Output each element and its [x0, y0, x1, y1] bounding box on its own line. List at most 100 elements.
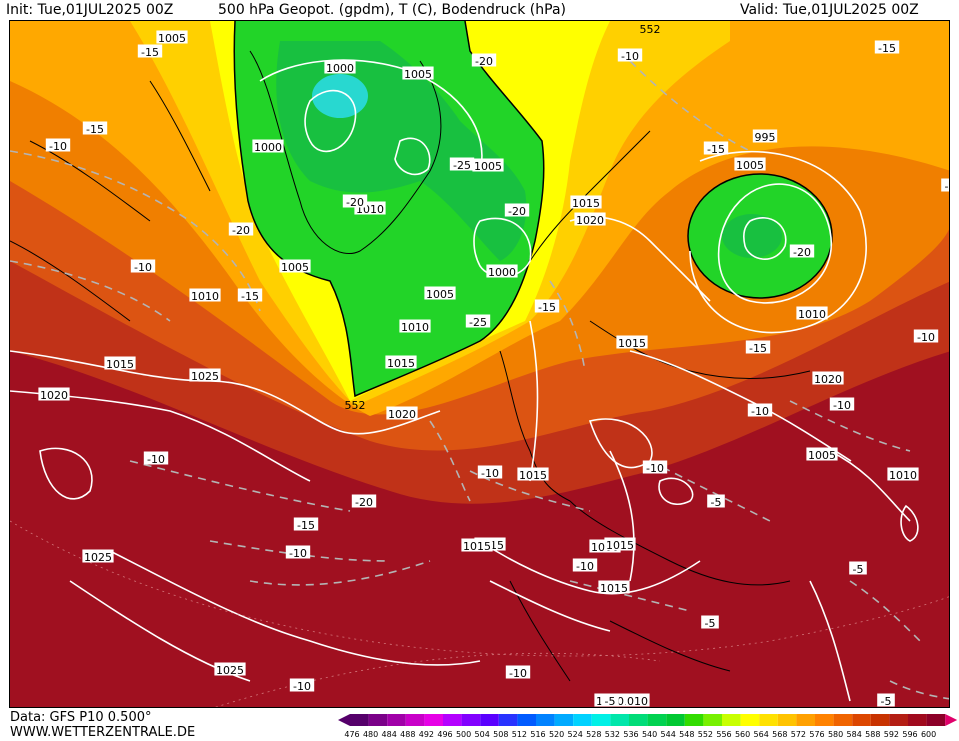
scale-tick-label: 484 — [382, 730, 397, 739]
isotherm-label-box — [617, 48, 643, 62]
scale-swatch — [461, 714, 481, 726]
isobar-label-box — [734, 157, 766, 171]
isobar-label: 1005 — [281, 261, 309, 274]
map-canvas: 1005 1000 1005 1000 1005 1010 1005 1000 1005 1010… — [10, 21, 950, 708]
scale-swatch — [926, 714, 946, 726]
isotherm-label: -10 — [293, 680, 311, 693]
isotherm-label: -15 — [749, 342, 767, 355]
scale-swatch — [536, 714, 555, 726]
isotherm-label: -15 — [241, 290, 259, 303]
scale-swatch — [684, 714, 704, 726]
isobar-label: 1020 — [576, 214, 604, 227]
isotherm-label: -5 — [853, 563, 864, 576]
scale-right-arrow — [945, 714, 958, 726]
isobar-label-box — [472, 158, 504, 172]
temperature-labels: -15 -15 -10 -20 -25 -20 -20 -10 -15 -10 -15 -20 -25 -… — [45, 40, 950, 708]
isobar-label-box — [82, 549, 114, 563]
isotherm-label-box — [45, 138, 71, 152]
height-contour-label: 552 — [345, 399, 366, 412]
field-green-low-inner — [722, 214, 782, 258]
height-labels: 552 552 — [345, 23, 661, 412]
scale-swatch — [591, 714, 611, 726]
isotherm-label: -5 — [705, 617, 716, 630]
isobar-label: 1015 — [387, 357, 415, 370]
isotherm-label: -20 — [475, 55, 493, 68]
isotherm-label: -10 — [621, 50, 639, 63]
isotherm-label-box — [642, 460, 668, 474]
isotherm-label: -10 — [134, 261, 152, 274]
isobar-label-box — [461, 538, 493, 552]
valid-label: Valid: Tue,01JUL2025 00Z — [740, 2, 919, 18]
isotherm-label-box — [449, 157, 475, 171]
isobar-label-box — [616, 335, 648, 349]
isotherm-label: -15 — [878, 42, 896, 55]
isobar-label: 1005 — [474, 160, 502, 173]
scale-swatch — [498, 714, 518, 726]
field-cyan-core — [312, 74, 368, 118]
scale-tick-label: 524 — [568, 730, 583, 739]
isotherm-label-box — [289, 678, 315, 692]
isobar-label: 1000 — [254, 141, 282, 154]
isotherm-label: -20 — [232, 224, 250, 237]
isotherm-label: -15 — [707, 143, 725, 156]
isobar-label: 1015 — [600, 582, 628, 595]
scale-tick-label: 500 — [456, 730, 471, 739]
isotherm-label-box — [504, 203, 530, 217]
scale-swatch — [424, 714, 443, 726]
scale-tick-label: 560 — [735, 730, 750, 739]
isotherm-label: -5 — [711, 496, 722, 509]
color-scale: 476 480 484 488 492 496 500 504 508 512 516 520 524 5… — [338, 714, 958, 739]
scale-tick-label: 596 — [902, 730, 917, 739]
scale-swatch — [870, 714, 890, 726]
scale-tick-label: 528 — [586, 730, 601, 739]
isobar-label: 1000 — [488, 266, 516, 279]
isobar-label-box — [796, 306, 828, 320]
isotherm-label-box — [137, 44, 163, 58]
isotherm-label: -20 — [355, 496, 373, 509]
isobar-label-box — [424, 286, 456, 300]
weather-map: 1005 1000 1005 1000 1005 1010 1005 1000 1005 1010… — [9, 20, 950, 708]
scale-swatch — [368, 714, 388, 726]
isotherm-label: -10 — [751, 405, 769, 418]
isotherm-label-box — [505, 665, 531, 679]
scale-swatch — [350, 714, 369, 726]
isotherm-label-box — [601, 693, 619, 707]
isotherm-label: -10 — [509, 667, 527, 680]
isotherm-label: -5 — [605, 695, 616, 708]
isotherm-label-box — [941, 178, 949, 192]
isotherm-label-box — [707, 494, 725, 508]
isobar-label: 1010 — [889, 469, 917, 482]
scale-tick-label: 492 — [419, 730, 434, 739]
isotherm-label: -5 — [945, 180, 950, 193]
isotherm-label: -15 — [86, 123, 104, 136]
isotherm-label-box — [285, 545, 311, 559]
isotherm-label-box — [701, 615, 719, 629]
isotherm-label-box — [747, 403, 773, 417]
isotherm-label-box — [877, 693, 895, 707]
isobar-label-box — [618, 693, 650, 707]
scale-tick-label: 476 — [344, 730, 359, 739]
scale-swatch — [629, 714, 648, 726]
init-label: Init: Tue,01JUL2025 00Z — [6, 2, 174, 18]
scale-tick-label: 556 — [716, 730, 731, 739]
isotherm-label: -10 — [147, 453, 165, 466]
isobar-label-box — [279, 259, 311, 273]
isotherm-label: -15 — [538, 301, 556, 314]
website-label: WWW.WETTERZENTRALE.DE — [10, 725, 196, 740]
scale-swatch — [443, 714, 462, 726]
isotherm-label-box — [572, 558, 598, 572]
isotherm-label-box — [471, 53, 497, 67]
isotherm-label: -20 — [508, 205, 526, 218]
scale-swatch — [387, 714, 406, 726]
scale-tick-label: 520 — [549, 730, 564, 739]
isotherm-label: -10 — [49, 140, 67, 153]
isobar-label: 1015 — [618, 337, 646, 350]
isobar-label-box — [812, 371, 844, 385]
isotherm-label: -10 — [917, 331, 935, 344]
isobar-label: 1025 — [216, 664, 244, 677]
scale-swatch — [703, 714, 722, 726]
isobar-label: 1005 — [808, 449, 836, 462]
isobar-label: 1000 — [326, 62, 354, 75]
scale-tick-label: 548 — [679, 730, 694, 739]
scale-tick-label: 568 — [772, 730, 787, 739]
